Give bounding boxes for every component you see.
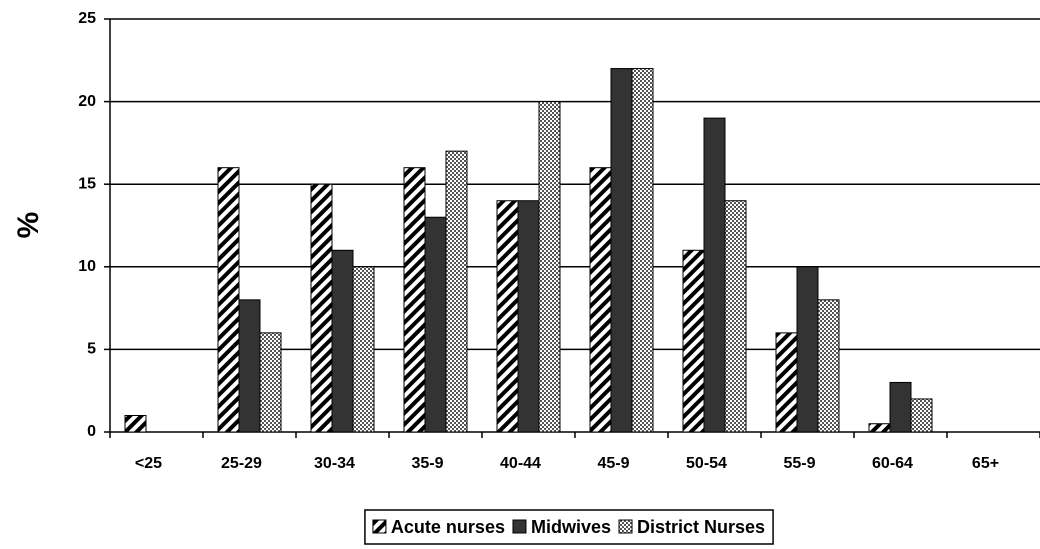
bar	[424, 216, 447, 433]
bar	[538, 101, 561, 433]
y-tick-label: 25	[78, 10, 96, 27]
x-tick-label: 30-34	[314, 455, 355, 472]
bar	[589, 167, 612, 433]
y-tick-label: 5	[87, 341, 96, 358]
y-tick-label: 10	[78, 258, 96, 275]
bar	[124, 414, 147, 433]
x-tick-label: 25-29	[221, 455, 262, 472]
x-tick-label: 35-9	[411, 455, 443, 472]
y-tick-label: 0	[87, 423, 96, 440]
bar	[331, 249, 354, 433]
x-tick-label: <25	[135, 455, 162, 472]
x-tick-label: 50-54	[686, 455, 727, 472]
legend-swatch	[618, 519, 633, 534]
x-tick-label: 45-9	[597, 455, 629, 472]
y-tick-label: 20	[78, 93, 96, 110]
legend-label: District Nurses	[637, 517, 765, 537]
bar	[889, 381, 912, 433]
bar	[775, 332, 798, 433]
bar	[238, 299, 261, 433]
bar	[217, 167, 240, 433]
legend-box	[364, 509, 774, 545]
legend-swatch	[512, 519, 527, 534]
x-tick-label: 40-44	[500, 455, 541, 472]
bar	[631, 68, 654, 433]
bar	[445, 150, 468, 433]
x-tick-label: 60-64	[872, 455, 913, 472]
bar	[352, 266, 375, 433]
bar	[682, 249, 705, 433]
y-axis-label: %	[12, 212, 45, 239]
bar	[310, 183, 333, 433]
x-tick-label: 55-9	[783, 455, 815, 472]
bar	[610, 68, 633, 433]
bar	[817, 299, 840, 433]
legend-swatch	[372, 519, 387, 534]
bar	[910, 398, 933, 433]
bar	[724, 200, 747, 433]
bar	[403, 167, 426, 433]
y-tick-label: 15	[78, 175, 96, 192]
bar	[868, 423, 891, 433]
bar	[796, 266, 819, 433]
legend-label: Acute nurses	[391, 517, 505, 537]
legend-label: Midwives	[531, 517, 611, 537]
x-tick-label: 65+	[972, 455, 999, 472]
bar	[259, 332, 282, 433]
bar	[496, 200, 519, 433]
bar	[703, 117, 726, 433]
bar	[517, 200, 540, 433]
